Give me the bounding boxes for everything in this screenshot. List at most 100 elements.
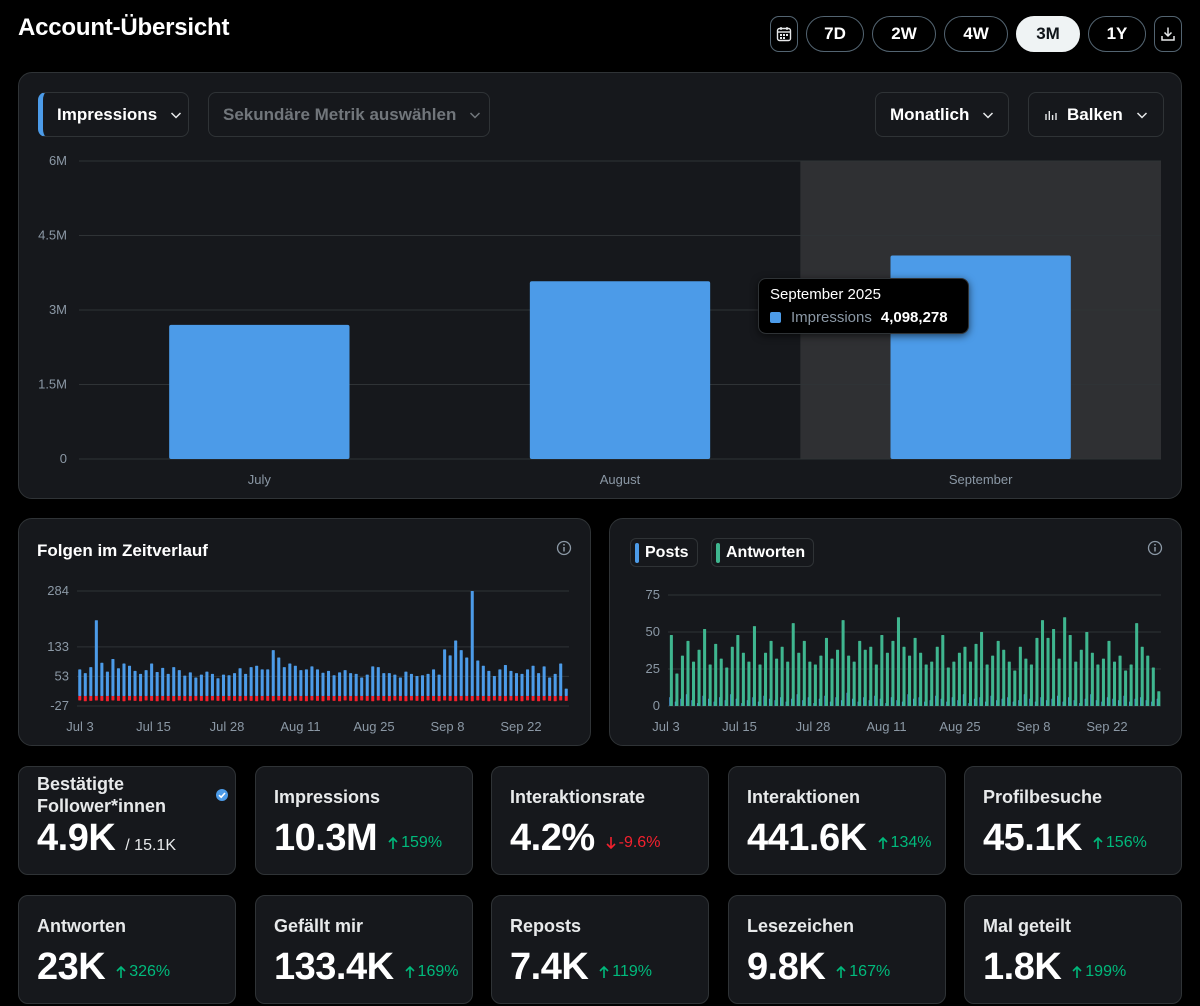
stat-value-row: 10.3M 159% <box>274 817 442 860</box>
folgen-bar <box>83 673 87 697</box>
x-tick-label: August <box>600 472 641 487</box>
download-button[interactable] <box>1154 16 1182 52</box>
arrow-up-icon <box>877 836 888 849</box>
entfolgen-bar <box>420 696 425 702</box>
chart-type-dropdown[interactable]: Balken <box>1028 92 1164 137</box>
stat-value-row: 23K 326% <box>37 946 170 989</box>
entfolgen-bar <box>116 696 120 701</box>
stat-value-row: 45.1K 156% <box>983 817 1147 860</box>
x-tick-label: Aug 11 <box>280 719 320 734</box>
folgen-bar <box>531 665 535 697</box>
antworten-bar <box>985 664 989 706</box>
entfolgen-bar <box>244 696 248 701</box>
stat-value: 133.4K <box>274 946 394 988</box>
period-dropdown[interactable]: Monatlich <box>875 92 1009 137</box>
antworten-bar <box>968 661 973 706</box>
legend-posts[interactable]: Posts <box>630 538 698 567</box>
stat-label: Bestätigte Follower*innen <box>37 774 167 816</box>
folgen-bar <box>559 663 563 697</box>
stat-card[interactable]: Mal geteilt 1.8K 199% <box>964 895 1182 1004</box>
stat-value-row: 4.9K / 15.1K <box>37 817 176 860</box>
antworten-bar <box>1074 661 1078 706</box>
antworten-bar <box>869 646 873 706</box>
entfolgen-bar <box>105 696 109 702</box>
primary-metric-dropdown[interactable]: Impressions <box>38 92 189 137</box>
stat-card[interactable]: Antworten 23K 326% <box>18 895 236 1004</box>
folgen-bar <box>509 670 513 697</box>
entfolgen-bar <box>83 696 87 702</box>
folgen-bar <box>343 670 347 697</box>
folgen-bar <box>387 673 391 697</box>
range-1y-button[interactable]: 1Y <box>1088 16 1146 52</box>
antworten-bar <box>924 664 928 706</box>
folgen-bar <box>432 669 436 697</box>
stat-card[interactable]: Profilbesuche 45.1K 156% <box>964 766 1182 875</box>
entfolgen-bar <box>338 696 342 702</box>
range-2w-button[interactable]: 2W <box>872 16 936 52</box>
antworten-bar <box>1046 637 1050 706</box>
x-tick-label: Jul 15 <box>722 719 757 734</box>
folgen-bar <box>526 669 530 697</box>
y-tick-label: 75 <box>646 587 660 602</box>
legend-answers[interactable]: Antworten <box>711 538 815 567</box>
entfolgen-bar <box>470 696 474 702</box>
entfolgen-bar <box>503 696 507 702</box>
antworten-bar <box>1002 649 1006 706</box>
stat-card[interactable]: Lesezeichen 9.8K 167% <box>728 895 946 1004</box>
entfolgen-bar <box>542 696 546 701</box>
folgen-bar <box>514 673 519 697</box>
range-4w-button[interactable]: 4W <box>944 16 1008 52</box>
entfolgen-bar <box>349 696 353 701</box>
entfolgen-bar <box>127 696 132 701</box>
chart-tooltip: September 2025 Impressions 4,098,278 <box>758 278 969 334</box>
stat-card[interactable]: Interaktionen 441.6K 134% <box>728 766 946 875</box>
stat-card[interactable]: Reposts 7.4K 119% <box>491 895 709 1004</box>
stat-card[interactable]: Interaktionsrate 4.2% -9.6% <box>491 766 709 875</box>
info-icon[interactable] <box>556 540 572 556</box>
stat-card[interactable]: Impressions 10.3M 159% <box>255 766 473 875</box>
folgen-bar <box>338 672 342 697</box>
calendar-button[interactable] <box>770 16 798 52</box>
antworten-bar <box>1096 664 1100 706</box>
entfolgen-bar <box>465 696 469 701</box>
stat-change-value: 326% <box>129 963 171 980</box>
entfolgen-bar <box>537 696 541 702</box>
entfolgen-bar <box>354 696 358 702</box>
stat-change: 167% <box>835 963 890 981</box>
stat-change: 159% <box>387 834 442 852</box>
posts-chart-card: Posts Antworten 0 25 50 75 Jul 3 Jul 15 Jul 28… <box>609 518 1182 746</box>
secondary-metric-dropdown[interactable]: Sekundäre Metrik auswählen <box>208 92 490 137</box>
folgen-bar <box>282 667 286 697</box>
stat-card[interactable]: Gefällt mir 133.4K 169% <box>255 895 473 1004</box>
stat-label: Interaktionsrate <box>510 787 646 807</box>
range-7d-button[interactable]: 7D <box>806 16 864 52</box>
stat-card[interactable]: Bestätigte Follower*innen 4.9K / 15.1K <box>18 766 236 875</box>
range-3m-button[interactable]: 3M <box>1016 16 1080 52</box>
y-tick-label: 0 <box>653 698 660 713</box>
folgen-bar <box>116 668 120 697</box>
info-icon[interactable] <box>1147 540 1163 556</box>
entfolgen-bar <box>492 696 496 701</box>
antworten-bar <box>1112 661 1117 706</box>
legend-answers-label: Antworten <box>726 543 806 561</box>
x-tick-label: Jul 3 <box>66 719 93 734</box>
entfolgen-bar <box>365 696 369 701</box>
antworten-bar <box>847 655 851 706</box>
answers-swatch <box>716 542 720 563</box>
arrow-up-icon <box>404 965 415 978</box>
arrow-up-icon <box>599 965 609 978</box>
entfolgen-bar <box>327 696 331 701</box>
entfolgen-bar <box>514 696 519 701</box>
stat-value-row: 9.8K 167% <box>747 946 890 989</box>
entfolgen-bar <box>376 696 380 701</box>
antworten-bar <box>957 652 961 706</box>
folgen-bar <box>310 666 314 697</box>
stat-change-value: 169% <box>417 963 459 980</box>
entfolgen-bar <box>100 696 104 701</box>
y-tick-label: 284 <box>47 583 69 598</box>
folgen-bar <box>503 664 507 697</box>
posts-chart: 0 25 50 75 Jul 3 Jul 15 Jul 28 Aug 11 Aug 25 Sep … <box>646 587 1161 734</box>
stat-change-value: -9.6% <box>618 834 661 851</box>
folgen-bar <box>133 670 137 697</box>
folgen-bar <box>89 667 93 697</box>
